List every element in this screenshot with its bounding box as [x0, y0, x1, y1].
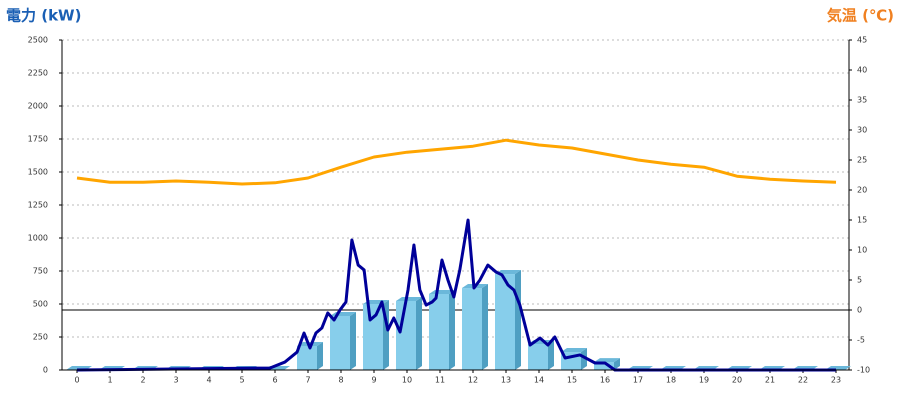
- bar-side: [350, 312, 356, 370]
- x-tick-label: 10: [402, 376, 412, 385]
- x-tick-label: 12: [468, 376, 478, 385]
- bar-top: [396, 296, 422, 301]
- y-tick-label: 1250: [28, 201, 48, 210]
- x-tick-label: 19: [699, 376, 709, 385]
- x-tick-label: 2: [140, 376, 145, 385]
- y-tick-label: 0: [43, 366, 48, 375]
- bar-side: [515, 270, 521, 370]
- bar: [429, 293, 449, 370]
- x-tick-label: 20: [732, 376, 742, 385]
- y2-tick-label: 45: [857, 36, 867, 45]
- x-tick-label: 15: [567, 376, 577, 385]
- bar-side: [449, 289, 455, 370]
- x-tick-label: 5: [239, 376, 244, 385]
- y-tick-label: 1500: [28, 168, 48, 177]
- y-tick-label: 750: [33, 267, 48, 276]
- x-tick-label: 21: [765, 376, 775, 385]
- y2-tick-label: -10: [857, 366, 870, 375]
- y2-tick-label: 35: [857, 96, 867, 105]
- y2-tick-label: 15: [857, 216, 867, 225]
- bar: [297, 345, 317, 370]
- x-tick-label: 17: [633, 376, 643, 385]
- line: [76, 138, 837, 186]
- bar: [396, 300, 416, 370]
- y-tick-label: 1750: [28, 135, 48, 144]
- x-tick-label: 11: [435, 376, 445, 385]
- x-tick-label: 13: [501, 376, 511, 385]
- bar: [594, 362, 614, 370]
- bar-side: [317, 341, 323, 370]
- y-tick-label: 1000: [28, 234, 48, 243]
- bar-top: [561, 348, 587, 353]
- right-axis-title: 気温 (℃): [827, 7, 894, 25]
- x-tick-label: 1: [107, 376, 112, 385]
- x-tick-label: 7: [305, 376, 310, 385]
- line: [76, 218, 836, 372]
- x-tick-label: 0: [74, 376, 79, 385]
- y2-tick-label: 20: [857, 186, 867, 195]
- x-tick-label: 22: [798, 376, 808, 385]
- bar: [363, 304, 383, 370]
- bar: [528, 343, 548, 370]
- y-tick-label: 2000: [28, 102, 48, 111]
- x-tick-label: 3: [173, 376, 178, 385]
- bar-side: [416, 296, 422, 370]
- x-tick-label: 14: [534, 376, 544, 385]
- x-tick-label: 16: [600, 376, 610, 385]
- bar-side: [614, 358, 620, 370]
- y-tick-label: 2250: [28, 69, 48, 78]
- y2-tick-label: 30: [857, 126, 867, 135]
- y-tick-label: 500: [33, 300, 48, 309]
- x-tick-label: 8: [338, 376, 343, 385]
- y-tick-label: 2500: [28, 36, 48, 45]
- y2-tick-label: 40: [857, 66, 867, 75]
- x-tick-label: 9: [371, 376, 376, 385]
- bar: [330, 316, 350, 370]
- y2-tick-label: 5: [857, 276, 862, 285]
- x-tick-label: 4: [206, 376, 211, 385]
- x-tick-label: 6: [272, 376, 277, 385]
- bar-side: [548, 339, 554, 370]
- x-tick-label: 23: [831, 376, 841, 385]
- y2-tick-label: 0: [857, 306, 862, 315]
- left-axis-title: 電力 (kW): [6, 7, 81, 25]
- bar: [462, 288, 482, 370]
- y2-tick-label: 25: [857, 156, 867, 165]
- bar-side: [581, 348, 587, 370]
- y2-tick-label: -5: [857, 336, 865, 345]
- bar: [495, 274, 515, 370]
- bar-side: [482, 284, 488, 370]
- x-tick-label: 18: [666, 376, 676, 385]
- y2-tick-label: 10: [857, 246, 867, 255]
- bar-top: [594, 358, 620, 363]
- y-tick-label: 250: [33, 333, 48, 342]
